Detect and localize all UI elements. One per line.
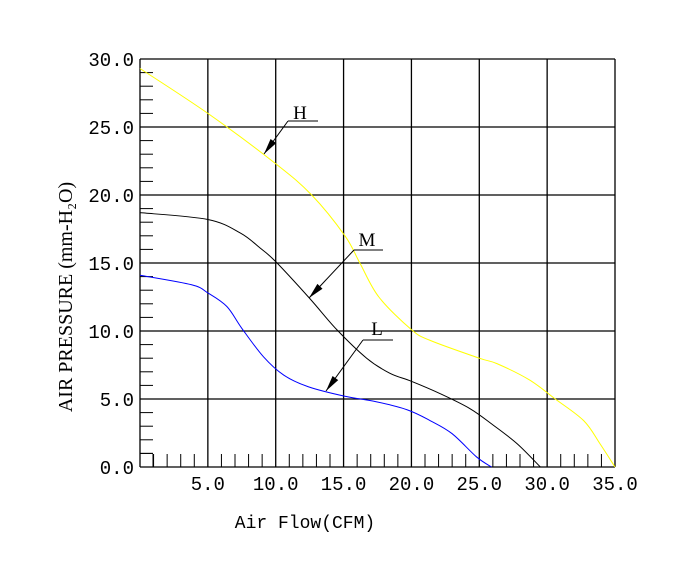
annotations: H M L — [263, 103, 393, 392]
y-tick-label: 25.0 — [88, 118, 134, 140]
minor-ticks — [140, 72, 602, 467]
series-H-line — [139, 68, 616, 468]
curves — [139, 68, 616, 468]
x-tick-label: 15.0 — [321, 474, 367, 496]
series-H-label: H — [293, 103, 307, 124]
x-axis-label: Air Flow(CFM) — [235, 514, 375, 534]
y-axis-label: AIR PRESSURE (mm-H₂O) — [55, 182, 77, 412]
grid — [139, 58, 616, 468]
y-tick-label: 20.0 — [88, 186, 134, 208]
arrow-head-icon — [264, 139, 277, 154]
x-tick-label: 10.0 — [253, 474, 299, 496]
x-tick-label: 35.0 — [592, 474, 638, 496]
minor-tick-y — [140, 453, 153, 467]
x-tick-label: 5.0 — [191, 474, 225, 496]
x-tick-label: 25.0 — [456, 474, 502, 496]
x-tick-label: 30.0 — [524, 474, 570, 496]
y-tick-label: 5.0 — [100, 390, 134, 412]
series-L-line — [139, 274, 492, 468]
x-tick-label: 20.0 — [389, 474, 435, 496]
series-M-line — [139, 212, 541, 468]
y-tick-label: 15.0 — [88, 254, 134, 276]
y-tick-label: 10.0 — [88, 322, 134, 344]
series-M-label: M — [359, 230, 376, 251]
tick-labels: 0.0 5.0 10.0 15.0 20.0 25.0 30.0 5.0 10.0 15.0 20.… — [88, 50, 637, 496]
arrow-head-icon — [309, 283, 323, 298]
y-tick-label: 30.0 — [88, 50, 134, 72]
series-L-label: L — [371, 319, 383, 340]
y-tick-label: 0.0 — [100, 458, 134, 480]
arrow-head-icon — [326, 375, 339, 391]
